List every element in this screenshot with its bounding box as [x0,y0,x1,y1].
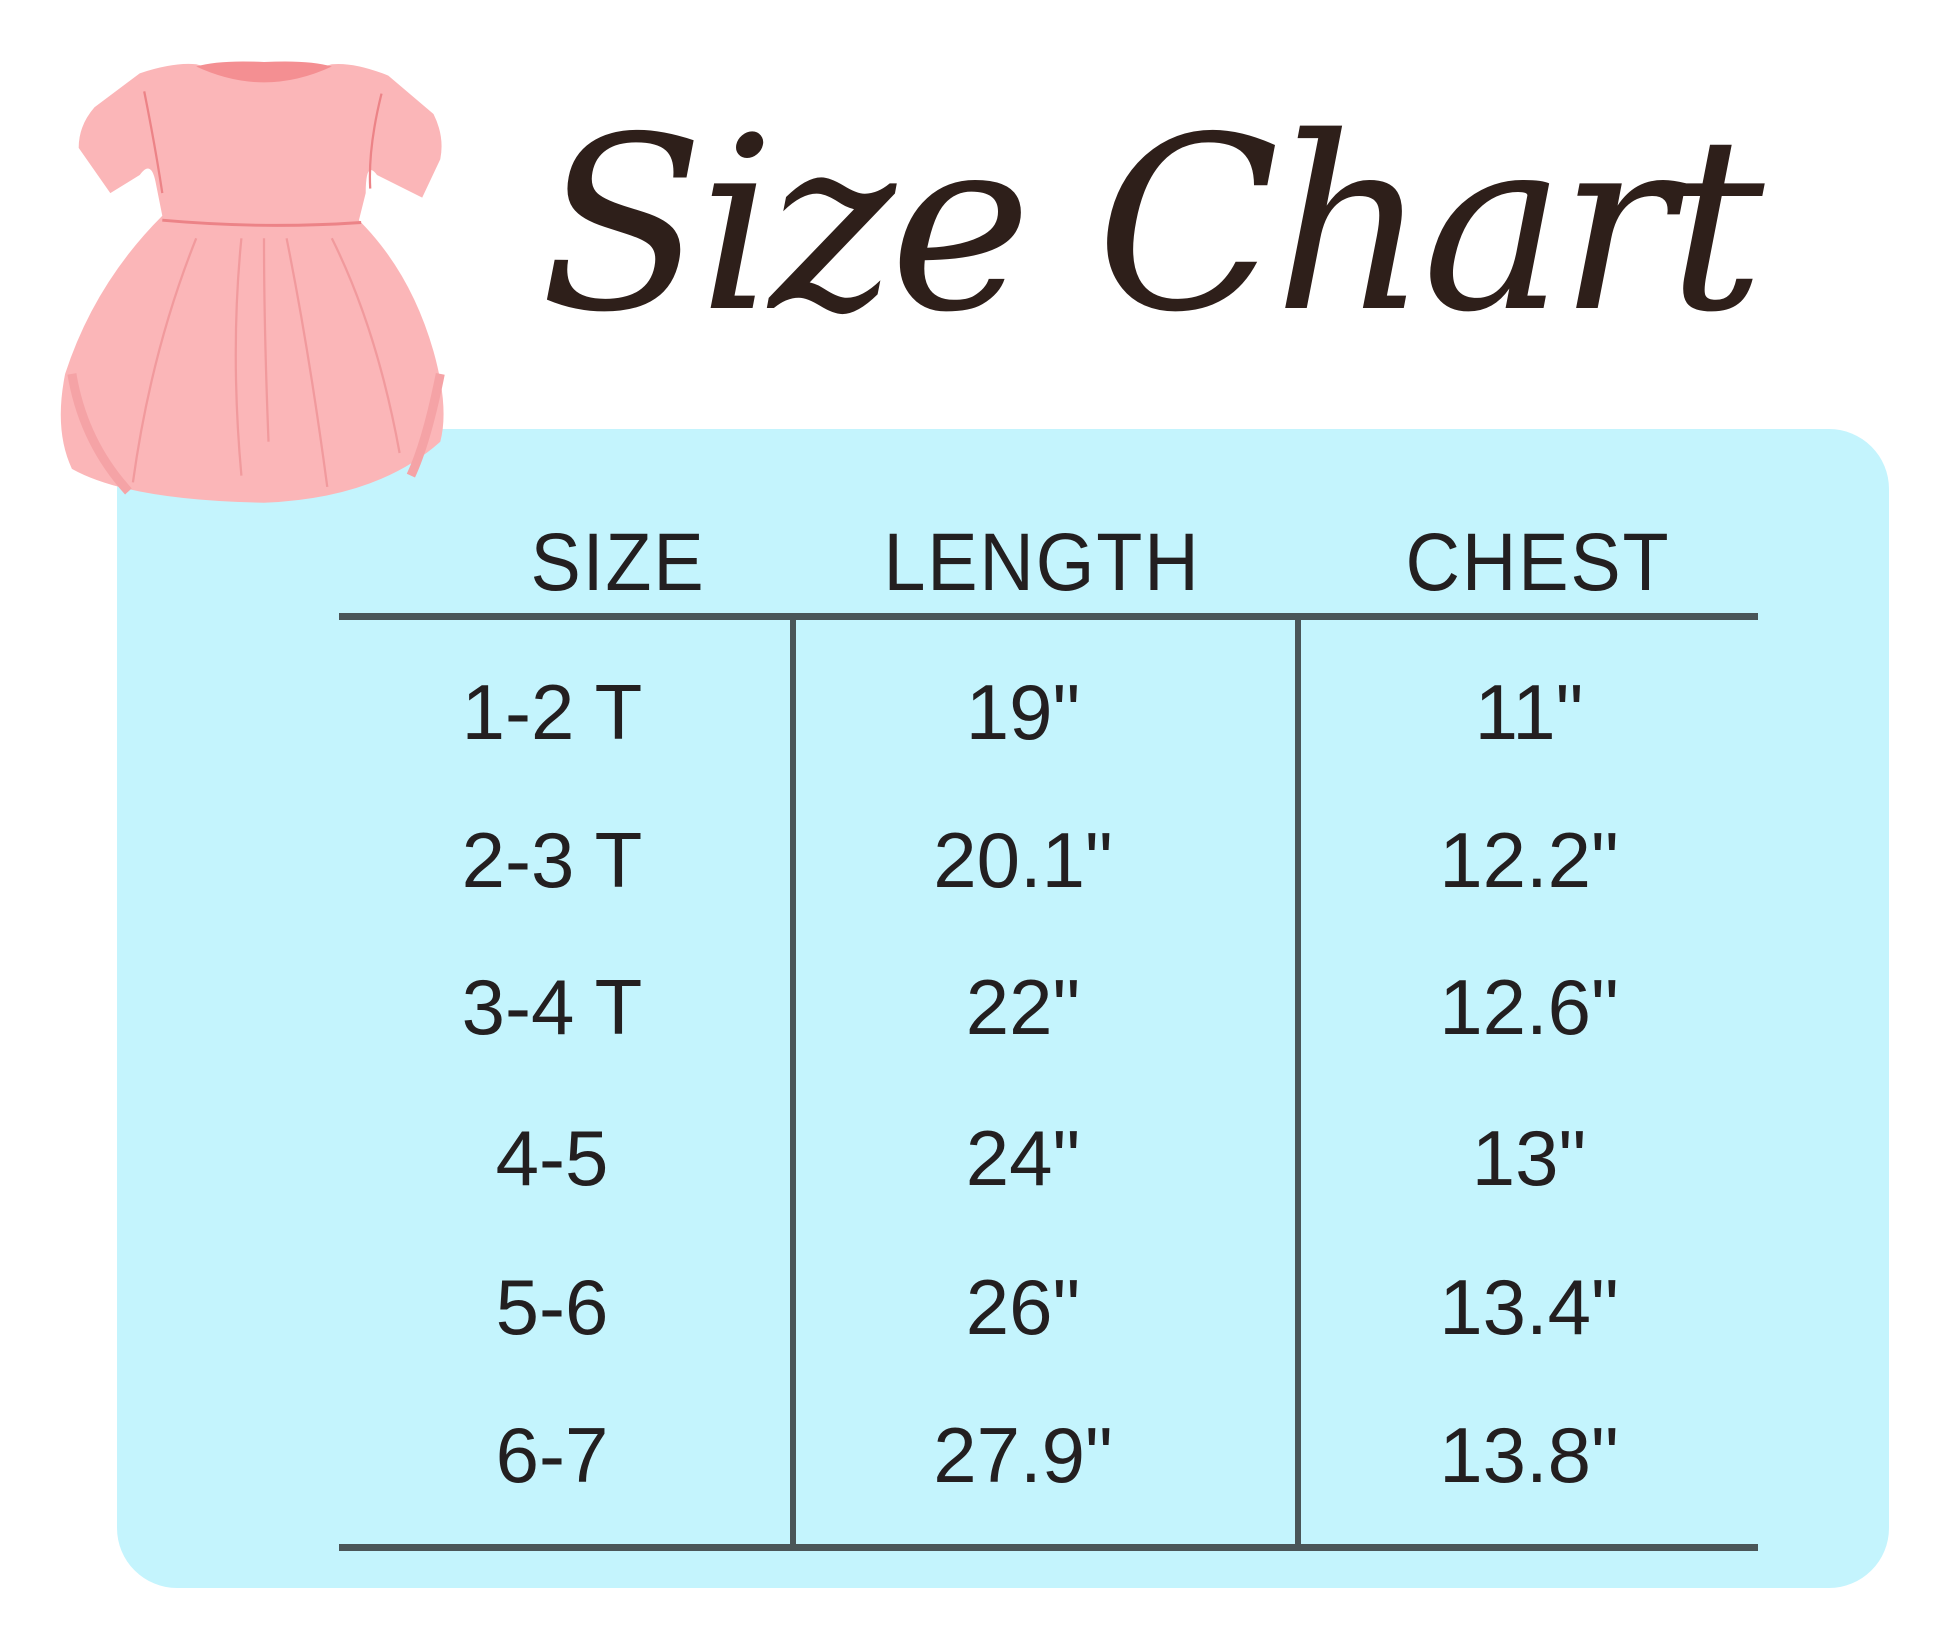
cell-size: 1-2 T [461,668,643,756]
table-panel [117,429,1889,1588]
cell-size: 6-7 [495,1411,609,1499]
cell-length: 27.9" [933,1411,1113,1499]
dress-icon [60,61,445,503]
cell-length: 24" [965,1114,1081,1202]
cell-length: 26" [965,1263,1081,1351]
column-divider-2 [1295,616,1301,1550]
cell-length: 19" [965,668,1081,756]
page-title: Size Chart [540,85,1764,365]
cell-chest: 13" [1471,1114,1587,1202]
cell-chest: 12.2" [1439,816,1619,904]
header-chest: CHEST [1405,517,1671,608]
cell-chest: 13.4" [1439,1263,1619,1351]
header-divider [339,613,1758,620]
cell-size: 3-4 T [461,963,643,1051]
cell-size: 2-3 T [461,816,643,904]
cell-size: 5-6 [495,1263,609,1351]
cell-length: 22" [965,963,1081,1051]
header-size: SIZE [530,517,706,608]
cell-chest: 11" [1474,668,1584,756]
cell-chest: 13.8" [1439,1411,1619,1499]
header-length: LENGTH [883,517,1201,608]
cell-size: 4-5 [495,1114,609,1202]
table-bottom-divider [339,1544,1758,1551]
cell-chest: 12.6" [1439,963,1619,1051]
column-divider-1 [790,616,796,1550]
cell-length: 20.1" [933,816,1113,904]
